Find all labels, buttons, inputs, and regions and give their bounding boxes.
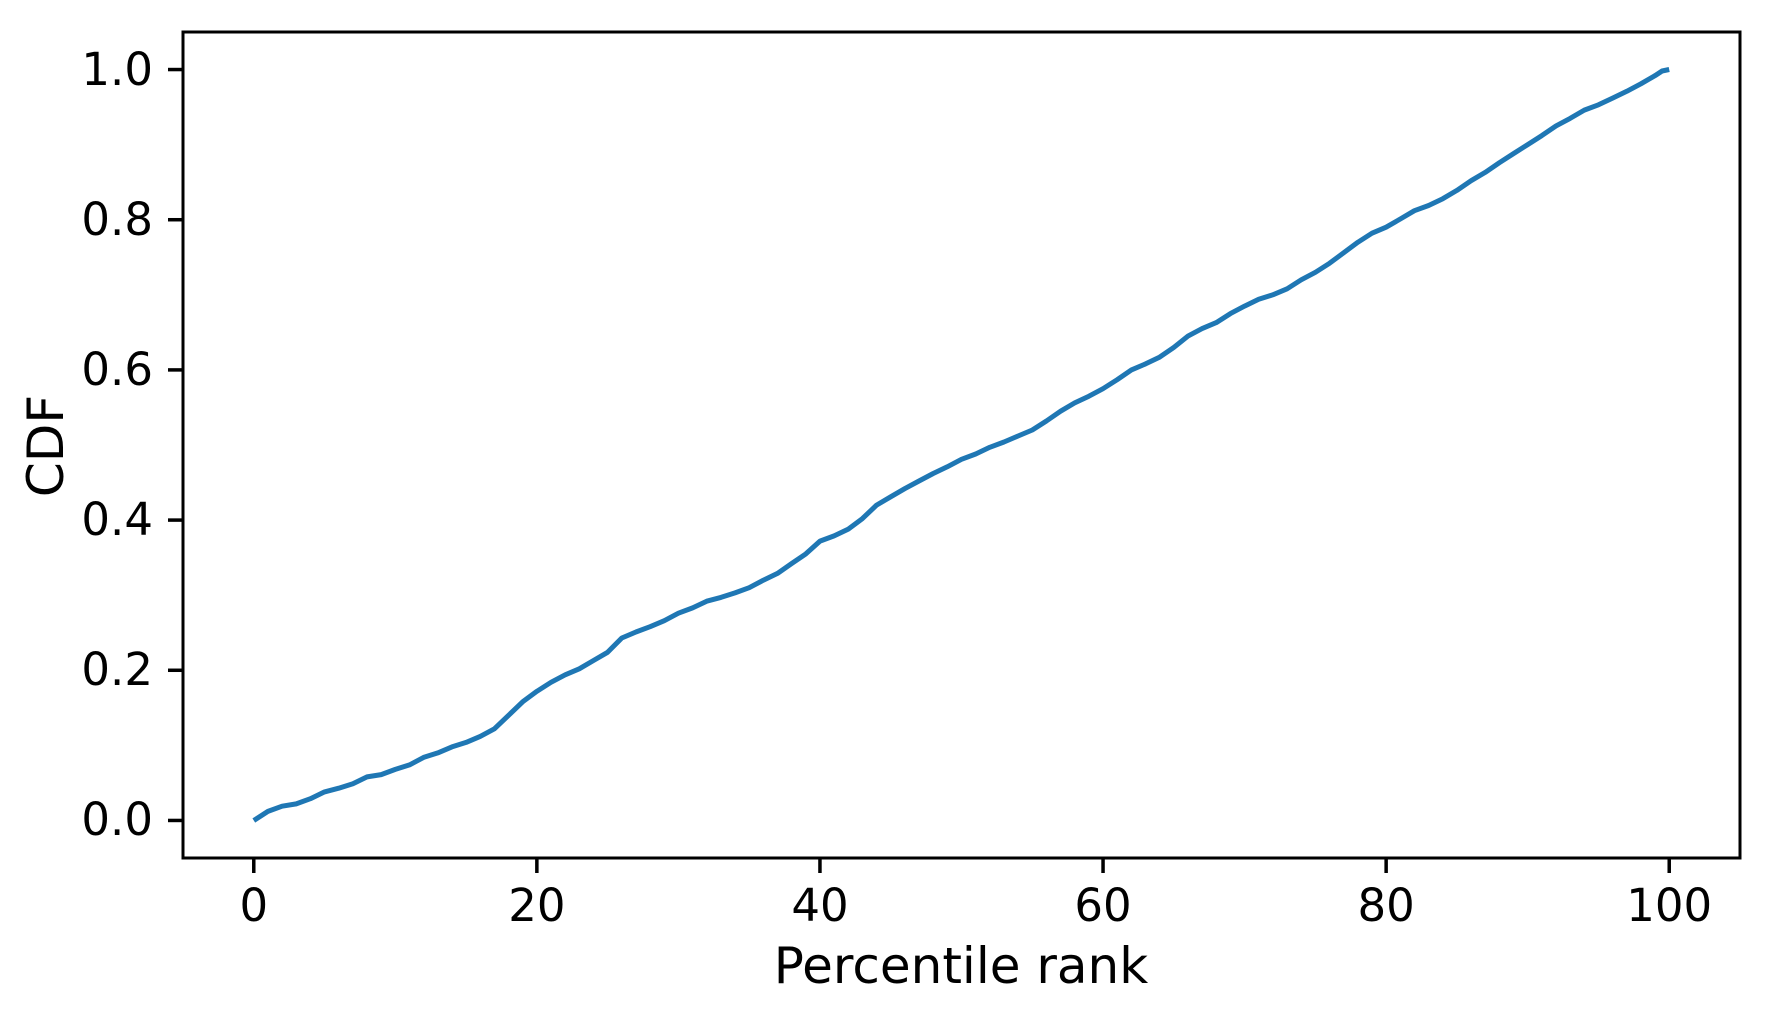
axes-border bbox=[181, 30, 1742, 860]
y-tick-label: 0.6 bbox=[81, 342, 153, 396]
x-tick-label: 100 bbox=[1626, 879, 1713, 932]
y-tick-label: 0.2 bbox=[81, 643, 153, 697]
y-tick-label: 1.0 bbox=[81, 42, 153, 96]
tick-marks bbox=[168, 67, 1671, 873]
x-tick-label: 60 bbox=[1074, 879, 1132, 932]
cdf-line bbox=[252, 67, 1670, 823]
x-axis-label: Percentile rank bbox=[773, 937, 1149, 995]
x-tick-label: 20 bbox=[508, 879, 566, 932]
x-tick-label: 80 bbox=[1357, 879, 1415, 932]
x-tick-label: 0 bbox=[239, 879, 269, 932]
y-tick-label: 0.8 bbox=[81, 192, 153, 246]
y-tick-label: 0.4 bbox=[81, 493, 153, 547]
y-tick-label: 0.0 bbox=[81, 793, 153, 847]
x-tick-label: 40 bbox=[791, 879, 849, 932]
y-axis-label: CDF bbox=[17, 394, 75, 498]
